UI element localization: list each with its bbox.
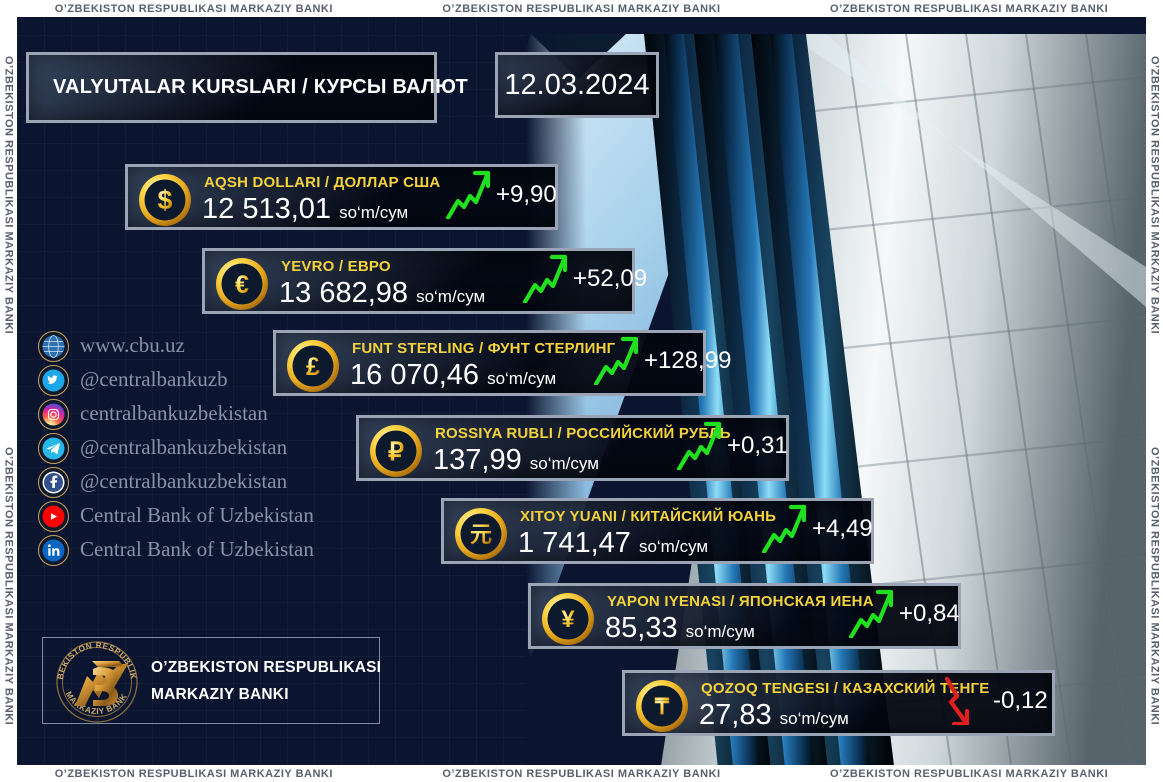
svg-text:₽: ₽: [388, 438, 404, 466]
svg-text:₸: ₸: [654, 694, 670, 719]
svg-text:€: €: [235, 271, 249, 299]
svg-text:¥: ¥: [561, 606, 575, 633]
svg-text:元: 元: [470, 522, 492, 547]
svg-text:$: $: [157, 185, 172, 215]
